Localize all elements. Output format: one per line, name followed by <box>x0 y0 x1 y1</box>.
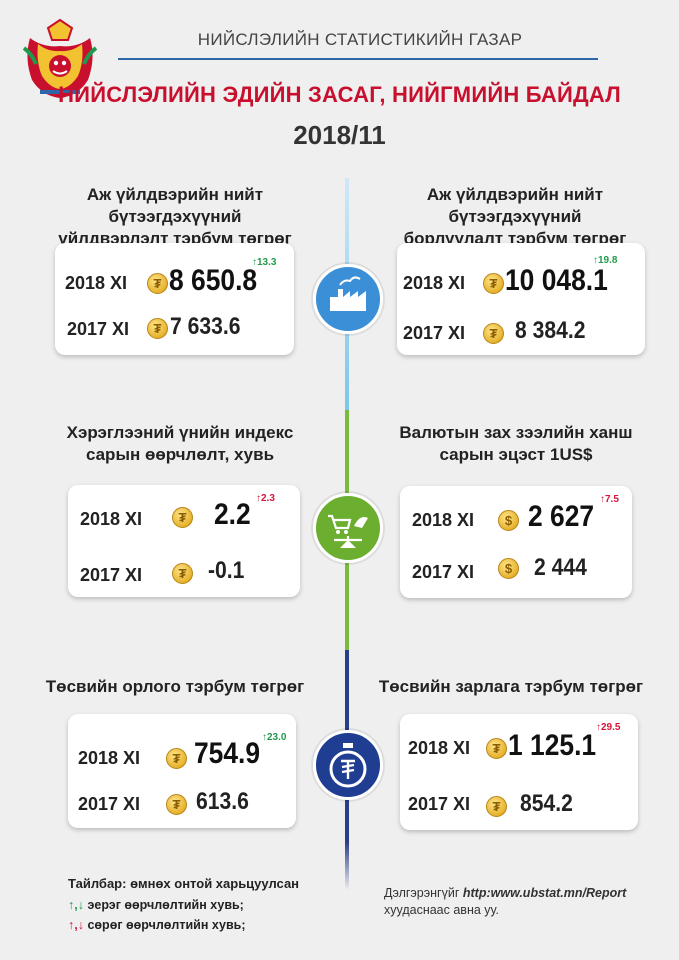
tugrik-coin-icon: ₮ <box>483 323 504 344</box>
value-2017: 613.6 <box>196 788 249 815</box>
value-2017: 8 384.2 <box>515 317 586 344</box>
fx-caption-line1: Валютын зах зээлийн ханш <box>399 423 633 442</box>
change-percent-positive: ↑19.8 <box>593 255 618 266</box>
report-period: 2018/11 <box>293 120 386 150</box>
expense-caption-line1: Төсвийн зарлага тэрбум төгрөг <box>378 677 644 696</box>
legend-negative-text: сөрөг өөрчлөлтийн хувь; <box>87 918 246 932</box>
more-info-prefix: Дэлгэрэнгүйг <box>384 886 460 900</box>
more-info-note: Дэлгэрэнгүйг http:www.ubstat.mn/Report х… <box>384 885 626 919</box>
header-divider <box>118 58 598 60</box>
legend-negative: ↑,↓ сөрөг өөрчлөлтийн хувь; <box>68 918 245 932</box>
tugrik-coin-icon: ₮ <box>147 273 168 294</box>
tugrik-coin-icon: ₮ <box>483 273 504 294</box>
change-percent-negative: ↑2.3 <box>256 493 275 504</box>
year-2017-label: 2017 XI <box>78 794 141 814</box>
stopwatch-tugrik-icon <box>313 730 383 800</box>
year-2017-label: 2017 XI <box>412 562 475 582</box>
tugrik-coin-icon: ₮ <box>172 563 193 584</box>
year-2017-label: 2017 XI <box>80 565 143 585</box>
change-value: 7.5 <box>605 494 619 505</box>
year-2018-label: 2018 XI <box>80 509 143 529</box>
change-percent-positive: ↑23.0 <box>262 732 287 743</box>
change-value: 2.3 <box>261 493 275 504</box>
value-2017: 7 633.6 <box>170 313 241 340</box>
change-percent-positive: ↑13.3 <box>252 257 277 268</box>
tugrik-coin-icon: ₮ <box>486 738 507 759</box>
dollar-coin-icon: $ <box>498 510 519 531</box>
value-2018: 1 125.1 <box>508 729 597 762</box>
cpi-caption: Хэрэглээний үнийн индекс сарын өөрчлөлт,… <box>30 422 330 466</box>
legend-positive-arrows: ↑,↓ <box>68 898 84 912</box>
legend-positive: ↑,↓ эерэг өөрчлөлтийн хувь; <box>68 898 244 912</box>
expense-card: 2018 XI ₮ 1 125.1 ↑29.5 2017 XI ₮ 854.2 <box>400 714 638 830</box>
year-2017-label: 2017 XI <box>403 323 466 343</box>
revenue-caption: Төсвийн орлого тэрбум төгрөг <box>20 676 330 698</box>
cpi-card: 2018 XI ₮ 2.2 ↑2.3 2017 XI ₮ -0.1 <box>68 485 300 597</box>
year-2018-label: 2018 XI <box>403 273 466 293</box>
tugrik-coin-icon: ₮ <box>147 318 168 339</box>
year-2017-label: 2017 XI <box>408 794 471 814</box>
factory-icon <box>313 264 383 334</box>
sales-caption: Аж үйлдвэрийн нийт бүтээгдэхүүний борлуу… <box>360 184 670 250</box>
more-info-suffix: хуудаснаас авна уу. <box>384 903 500 917</box>
change-percent-negative: ↑7.5 <box>600 494 619 505</box>
value-2018: 8 650.8 <box>169 264 258 297</box>
sales-caption-line1: Аж үйлдвэрийн нийт бүтээгдэхүүний <box>426 185 604 226</box>
tugrik-coin-icon: ₮ <box>166 794 187 815</box>
fx-caption-line2: сарын эцэст 1US$ <box>439 445 593 464</box>
cpi-caption-line2: сарын өөрчлөлт, хувь <box>85 445 275 464</box>
production-caption: Аж үйлдвэрийн нийт бүтээгдэхүүний үйлдвэ… <box>20 184 330 250</box>
value-2017: -0.1 <box>208 557 245 584</box>
tugrik-coin-icon: ₮ <box>172 507 193 528</box>
revenue-card: 2018 XI ₮ 754.9 ↑23.0 2017 XI ₮ 613.6 <box>68 714 296 828</box>
value-2018: 2 627 <box>528 500 595 533</box>
year-2017-label: 2017 XI <box>67 319 130 339</box>
cpi-caption-line1: Хэрэглээний үнийн индекс <box>66 423 294 442</box>
production-caption-line1: Аж үйлдвэрийн нийт бүтээгдэхүүний <box>86 185 264 226</box>
change-percent-negative: ↑29.5 <box>596 722 621 733</box>
value-2017: 854.2 <box>520 790 573 817</box>
tugrik-coin-icon: ₮ <box>166 748 187 769</box>
tugrik-coin-icon: ₮ <box>486 796 507 817</box>
production-card: 2018 XI ₮ 8 650.8 ↑13.3 2017 XI ₮ 7 633.… <box>55 243 294 355</box>
dollar-coin-icon: $ <box>498 558 519 579</box>
sales-card: 2018 XI ₮ 10 048.1 ↑19.8 2017 XI ₮ 8 384… <box>397 243 645 355</box>
change-value: 13.3 <box>257 257 277 268</box>
legend-negative-arrows: ↑,↓ <box>68 918 84 932</box>
change-value: 23.0 <box>267 732 287 743</box>
year-2018-label: 2018 XI <box>408 738 471 758</box>
change-value: 29.5 <box>601 722 621 733</box>
shopping-scale-icon <box>313 493 383 563</box>
revenue-caption-line1: Төсвийн орлого тэрбум төгрөг <box>45 677 305 696</box>
change-value: 19.8 <box>598 255 618 266</box>
organization-name: НИЙСЛЭЛИЙН СТАТИСТИКИЙН ГАЗАР <box>197 30 523 49</box>
report-link[interactable]: http:www.ubstat.mn/Report <box>462 886 627 900</box>
fx-caption: Валютын зах зээлийн ханш сарын эцэст 1US… <box>366 422 666 466</box>
legend-positive-text: эерэг өөрчлөлтийн хувь; <box>87 898 244 912</box>
value-2018: 754.9 <box>194 737 261 770</box>
legend-title: Тайлбар: өмнөх онтой харьцуулсан <box>68 876 300 891</box>
page-title: НИЙСЛЭЛИЙН ЭДИЙН ЗАСАГ, НИЙГМИЙН БАЙДАЛ <box>58 82 621 107</box>
value-2017: 2 444 <box>534 554 587 581</box>
year-2018-label: 2018 XI <box>412 510 475 530</box>
value-2018: 10 048.1 <box>505 264 608 297</box>
year-2018-label: 2018 XI <box>65 273 128 293</box>
value-2018: 2.2 <box>214 498 251 531</box>
year-2018-label: 2018 XI <box>78 748 141 768</box>
fx-card: 2018 XI $ 2 627 ↑7.5 2017 XI $ 2 444 <box>400 486 632 598</box>
expense-caption: Төсвийн зарлага тэрбум төгрөг <box>356 676 666 698</box>
city-emblem-icon <box>22 18 98 98</box>
